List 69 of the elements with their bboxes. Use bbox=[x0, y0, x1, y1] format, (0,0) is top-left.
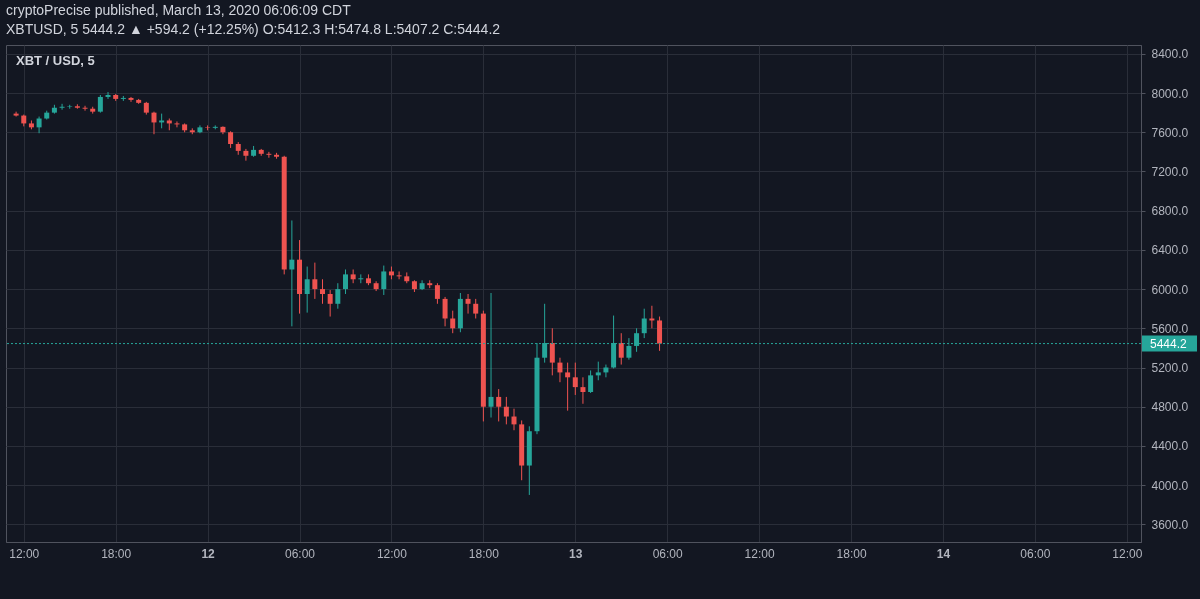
candlestick bbox=[503, 396, 509, 425]
candlestick bbox=[266, 151, 272, 159]
candlestick bbox=[105, 91, 111, 100]
y-tick-label: 7200.0 bbox=[1151, 164, 1189, 179]
candlestick bbox=[588, 369, 594, 394]
candlestick bbox=[465, 293, 471, 315]
candlestick bbox=[327, 289, 333, 318]
candlestick bbox=[312, 262, 318, 300]
y-tick-label: 6800.0 bbox=[1151, 204, 1189, 219]
candlestick bbox=[151, 111, 157, 135]
candlestick bbox=[243, 148, 249, 162]
candlestick bbox=[511, 408, 517, 431]
y-tick-label: 6400.0 bbox=[1151, 243, 1189, 258]
x-tick-label: 12:00 bbox=[1112, 546, 1143, 561]
x-tick-label: 18:00 bbox=[468, 546, 500, 561]
candlestick bbox=[320, 278, 326, 305]
y-tick-label: 7600.0 bbox=[1151, 125, 1189, 140]
x-tick-label: 12 bbox=[201, 546, 216, 561]
candlestick bbox=[649, 305, 655, 329]
x-tick-label: 14 bbox=[936, 546, 951, 561]
candlestick bbox=[557, 357, 563, 383]
annotation: XBT / USD, 5 bbox=[16, 53, 95, 68]
candlestick bbox=[657, 316, 663, 352]
candlestick bbox=[565, 362, 571, 412]
candlestick bbox=[82, 105, 88, 112]
candlestick bbox=[549, 327, 555, 376]
candlestick bbox=[128, 96, 134, 103]
x-tick-label: 18:00 bbox=[101, 546, 132, 561]
candlestick bbox=[580, 376, 586, 405]
x-tick-label: 18:00 bbox=[836, 546, 867, 561]
candlestick bbox=[473, 298, 479, 319]
chart-subtitle: XBTUSD, 5 5444.2 ▲ +594.2 (+12.25%) O:5412.3 H:5474.8 L:5407.2 C:5444.2 bbox=[6, 21, 501, 37]
candlestick bbox=[595, 361, 601, 381]
candlestick bbox=[381, 265, 387, 296]
candlestick bbox=[59, 103, 65, 111]
candlestick bbox=[434, 282, 440, 305]
candlestick bbox=[36, 116, 42, 134]
x-tick-label: 06:00 bbox=[285, 546, 316, 561]
y-tick-label: 5600.0 bbox=[1151, 321, 1189, 336]
candlestick bbox=[174, 120, 180, 128]
y-tick-label: 8000.0 bbox=[1151, 86, 1189, 101]
x-tick-label: 12:00 bbox=[744, 546, 775, 561]
y-tick-label: 5200.0 bbox=[1151, 361, 1189, 376]
x-tick-label: 12:00 bbox=[9, 546, 40, 561]
y-tick-label: 4800.0 bbox=[1151, 400, 1189, 415]
x-tick-label: 12:00 bbox=[376, 546, 408, 561]
y-tick-label: 3600.0 bbox=[1151, 517, 1189, 532]
candlestick bbox=[618, 332, 624, 366]
candlestick bbox=[342, 268, 348, 295]
candlestick bbox=[396, 270, 402, 280]
y-tick-label: 4000.0 bbox=[1151, 478, 1189, 493]
x-tick-label: 06:00 bbox=[652, 546, 684, 561]
candlestick bbox=[450, 310, 456, 334]
candlestick bbox=[335, 282, 341, 310]
y-tick-label: 4400.0 bbox=[1151, 439, 1189, 454]
ref-line-label: 5444.2 bbox=[1150, 336, 1188, 351]
candlestick bbox=[572, 362, 578, 396]
x-tick-label: 06:00 bbox=[1020, 546, 1051, 561]
candlestick bbox=[442, 296, 448, 327]
y-tick-label: 8400.0 bbox=[1151, 47, 1189, 62]
x-tick-label: 13 bbox=[569, 546, 583, 561]
candlestick bbox=[641, 308, 647, 339]
candlestick bbox=[304, 266, 310, 314]
candlestick bbox=[13, 111, 19, 118]
candlestick bbox=[350, 268, 356, 284]
candlestick bbox=[496, 388, 502, 422]
candlestick bbox=[289, 219, 295, 327]
chart-title: cryptoPrecise published, March 13, 2020 06:06:09 CDT bbox=[6, 2, 352, 18]
y-tick-label: 6000.0 bbox=[1151, 282, 1189, 297]
